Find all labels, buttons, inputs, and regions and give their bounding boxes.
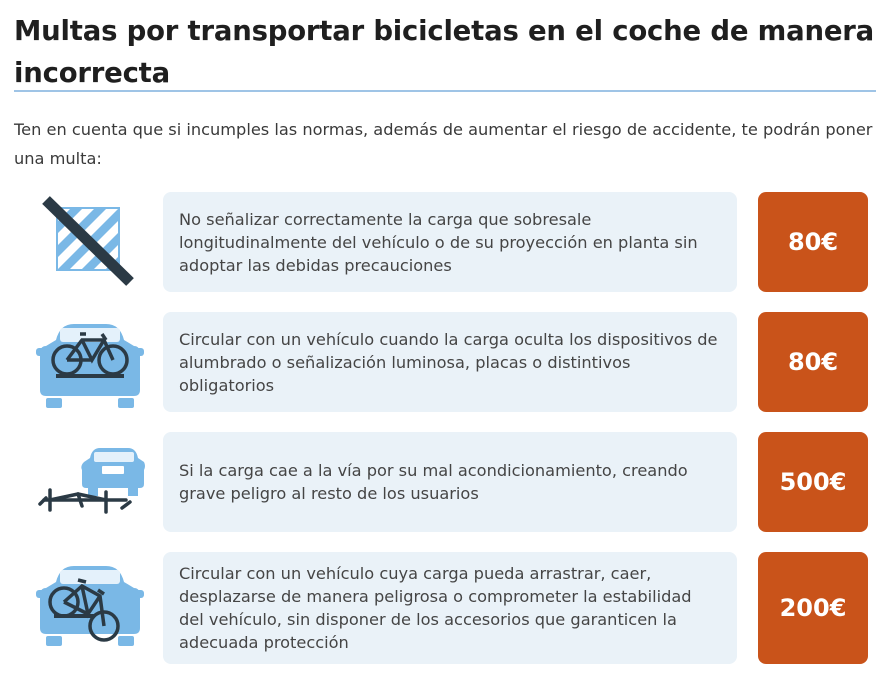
- fine-description-card: Si la carga cae a la vía por su mal acon…: [163, 432, 737, 532]
- fine-amount: 500€: [779, 468, 847, 496]
- fine-amount: 80€: [787, 228, 839, 256]
- car-bike-covering-lights-icon: [30, 312, 150, 417]
- fine-description: Circular con un vehículo cuando la carga…: [179, 329, 718, 395]
- crossed-out-warning-panel-icon: [30, 192, 150, 297]
- fine-amount-badge: 80€: [758, 312, 868, 412]
- car-bike-dragging-icon: [30, 552, 150, 657]
- fine-amount-badge: 200€: [758, 552, 868, 664]
- fine-amount-badge: 80€: [758, 192, 868, 292]
- fine-description-card: Circular con un vehículo cuya carga pued…: [163, 552, 737, 664]
- fine-row: Si la carga cae a la vía por su mal acon…: [0, 432, 889, 537]
- bike-fallen-from-car-icon: [30, 432, 150, 537]
- fine-description-card: No señalizar correctamente la carga que …: [163, 192, 737, 292]
- fine-description: Circular con un vehículo cuya carga pued…: [179, 564, 692, 652]
- fine-amount-badge: 500€: [758, 432, 868, 532]
- intro-text: Ten en cuenta que si incumples las norma…: [14, 120, 873, 168]
- fine-description: No señalizar correctamente la carga que …: [179, 209, 698, 275]
- title-divider: [14, 90, 876, 92]
- fine-amount: 200€: [779, 594, 847, 622]
- fine-row: No señalizar correctamente la carga que …: [0, 192, 889, 297]
- page-title: Multas por transportar bicicletas en el …: [14, 15, 875, 89]
- fine-amount: 80€: [787, 348, 839, 376]
- fine-row: Circular con un vehículo cuando la carga…: [0, 312, 889, 417]
- fine-row: Circular con un vehículo cuya carga pued…: [0, 552, 889, 664]
- fine-description-card: Circular con un vehículo cuando la carga…: [163, 312, 737, 412]
- fine-description: Si la carga cae a la vía por su mal acon…: [179, 461, 688, 503]
